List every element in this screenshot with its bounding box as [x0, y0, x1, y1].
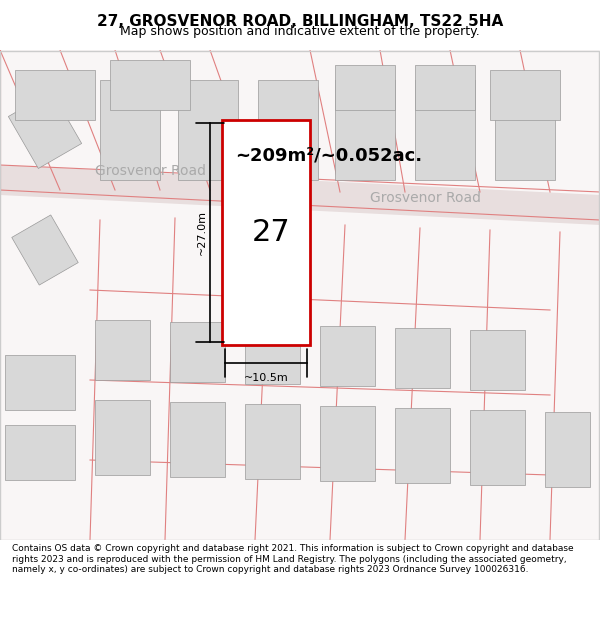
Bar — [245, 324, 300, 384]
Bar — [395, 408, 450, 483]
Bar — [545, 412, 590, 487]
Bar — [415, 80, 475, 180]
Bar — [15, 70, 95, 120]
Text: ~10.5m: ~10.5m — [244, 373, 289, 383]
Bar — [258, 80, 318, 180]
Bar — [335, 80, 395, 180]
Text: Contains OS data © Crown copyright and database right 2021. This information is : Contains OS data © Crown copyright and d… — [12, 544, 574, 574]
Bar — [490, 70, 560, 120]
Text: Grosvenor Road: Grosvenor Road — [95, 164, 206, 178]
Bar — [95, 320, 150, 380]
Bar — [178, 80, 238, 180]
Bar — [95, 400, 150, 475]
Bar — [470, 330, 525, 390]
Bar — [495, 80, 555, 180]
Bar — [222, 120, 310, 345]
Bar — [320, 326, 375, 386]
Bar — [110, 60, 190, 110]
Bar — [5, 355, 75, 410]
Bar — [395, 328, 450, 388]
Text: ~209m²/~0.052ac.: ~209m²/~0.052ac. — [235, 147, 422, 165]
Text: ~27.0m: ~27.0m — [197, 210, 207, 255]
Text: Grosvenor Road: Grosvenor Road — [370, 191, 481, 205]
Text: 27: 27 — [251, 218, 290, 247]
Bar — [5, 425, 75, 480]
Bar — [12, 215, 78, 285]
Bar — [470, 410, 525, 485]
Bar — [245, 404, 300, 479]
Bar — [415, 65, 475, 110]
Text: 27, GROSVENOR ROAD, BILLINGHAM, TS22 5HA: 27, GROSVENOR ROAD, BILLINGHAM, TS22 5HA — [97, 14, 503, 29]
Bar — [100, 80, 160, 180]
Text: Map shows position and indicative extent of the property.: Map shows position and indicative extent… — [120, 24, 480, 38]
Bar — [170, 402, 225, 477]
Bar — [8, 91, 82, 169]
Bar — [170, 322, 225, 382]
Bar — [320, 406, 375, 481]
Bar — [335, 65, 395, 110]
Polygon shape — [0, 165, 600, 225]
